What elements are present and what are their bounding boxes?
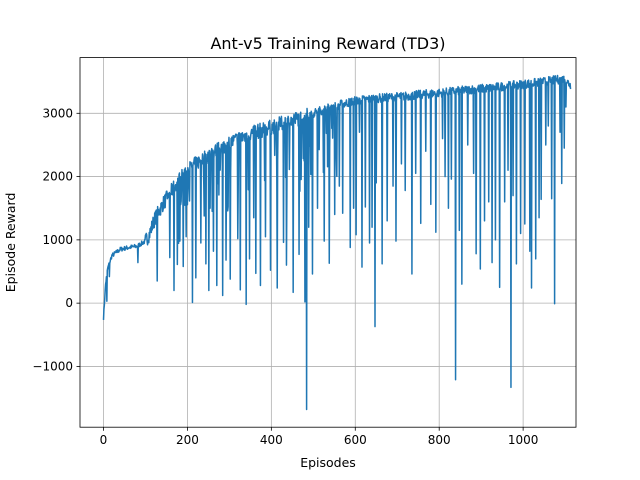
- chart-title: Ant-v5 Training Reward (TD3): [210, 34, 445, 53]
- y-tick-label: 2000: [42, 170, 73, 184]
- x-tick-label: 600: [344, 433, 367, 447]
- x-tick-label: 200: [176, 433, 199, 447]
- y-axis-label: Episode Reward: [3, 193, 18, 293]
- x-tick-label: 0: [100, 433, 108, 447]
- series-layer: [102, 74, 572, 411]
- x-tick-label: 1000: [508, 433, 539, 447]
- y-tick-label: 1000: [42, 233, 73, 247]
- y-tick-label: −1000: [32, 359, 73, 373]
- y-tick-label: 3000: [42, 106, 73, 120]
- x-axis-label: Episodes: [300, 455, 356, 470]
- x-tick-label: 400: [260, 433, 283, 447]
- series-line-episode-reward: [102, 74, 572, 411]
- axis-ticks: 0 200 400 600 800 1000 −1000 0 1000 2000 3000: [32, 106, 538, 447]
- y-tick-label: 0: [65, 296, 73, 310]
- grid: [80, 57, 576, 428]
- plot-frame: [79, 57, 577, 428]
- x-tick-label: 800: [428, 433, 451, 447]
